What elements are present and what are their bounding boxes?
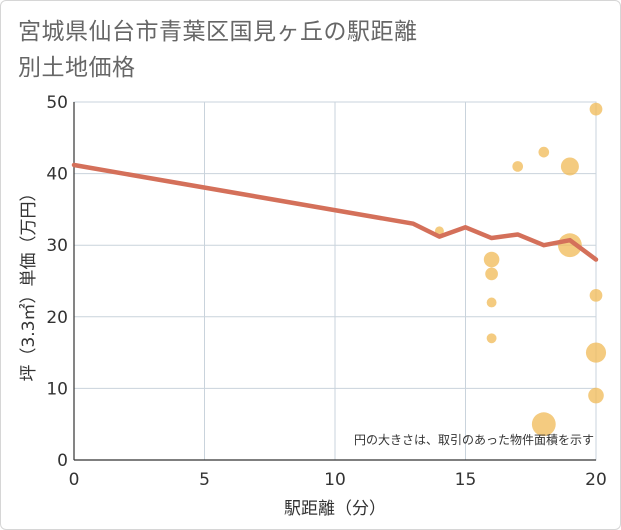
bubble-point <box>588 387 604 404</box>
y-tick-label: 10 <box>46 379 68 399</box>
x-tick-label: 15 <box>455 470 477 490</box>
bubble-point <box>486 297 497 308</box>
bubble-size-note: 円の大きさは、取引のあった物件面積を示す <box>354 432 594 447</box>
bubble-point <box>486 333 497 344</box>
bubbles <box>434 102 607 437</box>
x-tick-label: 20 <box>585 470 607 490</box>
y-tick-label: 50 <box>46 93 68 113</box>
x-tick-label: 10 <box>324 470 346 490</box>
y-axis-label: 坪（3.3㎡）単価（万円） <box>19 184 39 381</box>
bubble-point <box>589 102 603 116</box>
y-tick-label: 30 <box>46 236 68 256</box>
bubble-point <box>560 157 579 176</box>
x-axis-label: 駅距離（分） <box>284 499 386 519</box>
trend-line-group <box>71 162 599 262</box>
bubble-point <box>538 146 550 158</box>
trend-line <box>71 162 599 262</box>
bubble-point <box>483 251 500 268</box>
tick-labels: 0 5 10 15 20 0 10 20 30 40 50 <box>46 93 606 490</box>
y-tick-label: 0 <box>57 451 68 471</box>
y-tick-label: 40 <box>46 165 68 185</box>
bubble-point <box>531 412 556 437</box>
y-tick-label: 20 <box>46 308 68 328</box>
x-tick-label: 5 <box>199 470 210 490</box>
bubble-point <box>589 288 603 302</box>
bubble-point <box>485 267 498 281</box>
bubble-point <box>585 342 607 363</box>
x-tick-label: 0 <box>69 470 80 490</box>
grid-lines <box>73 101 597 461</box>
chart-title: 宮城県仙台市青葉区国見ヶ丘の駅距離別土地価格 <box>18 19 418 81</box>
bubble-point <box>512 161 524 172</box>
